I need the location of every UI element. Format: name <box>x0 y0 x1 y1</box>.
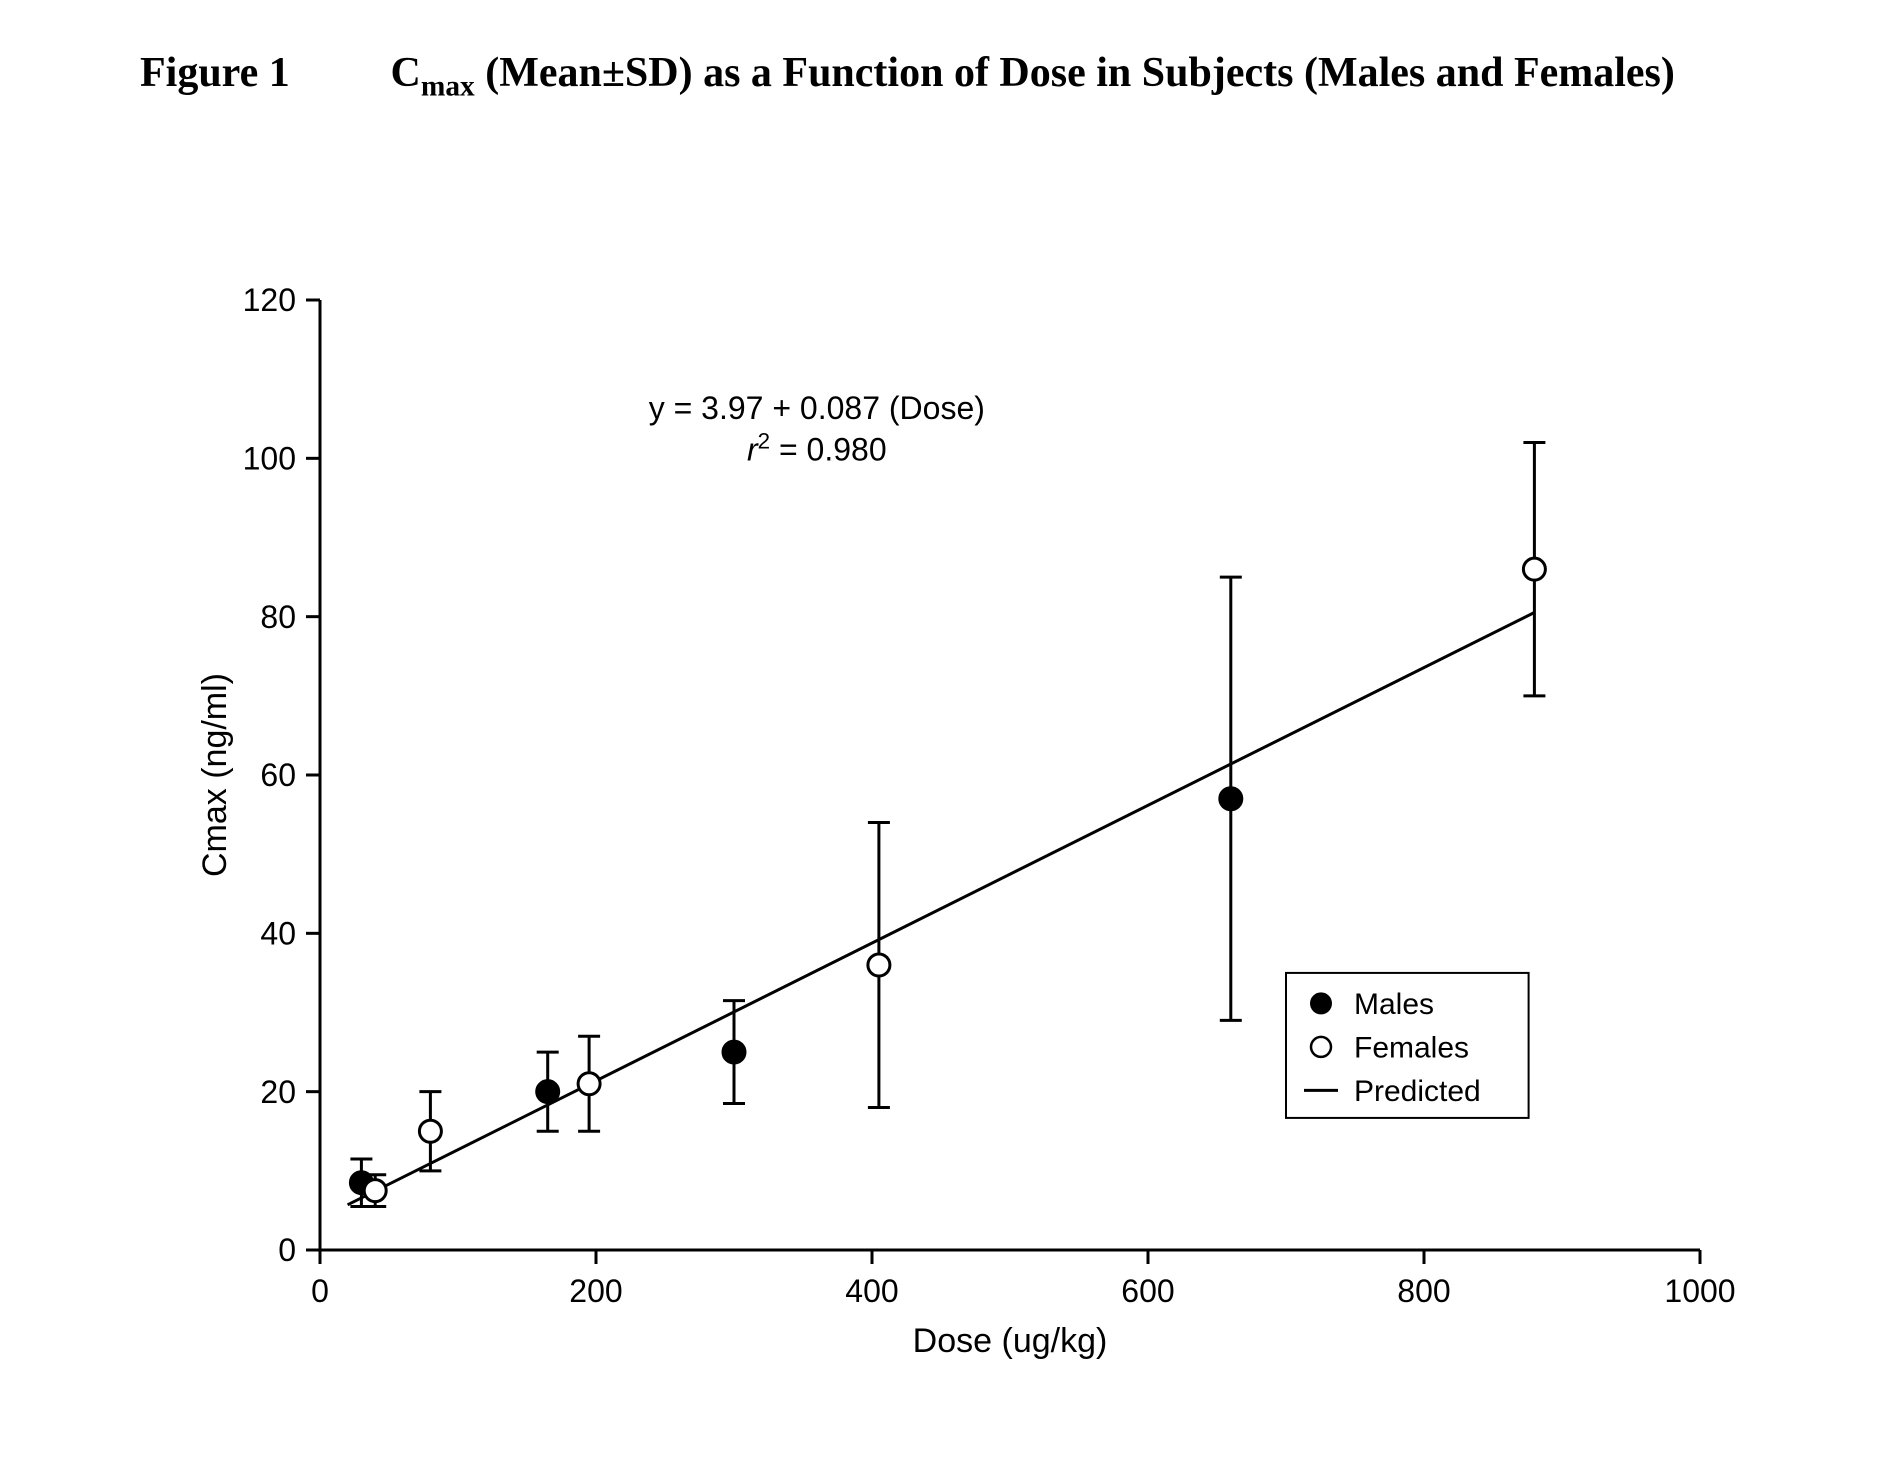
svg-text:120: 120 <box>243 282 296 318</box>
svg-text:20: 20 <box>260 1074 296 1110</box>
legend-label: Predicted <box>1354 1075 1481 1108</box>
svg-text:800: 800 <box>1397 1273 1450 1309</box>
svg-text:0: 0 <box>311 1273 329 1309</box>
figure-description: Cmax (Mean±SD) as a Function of Dose in … <box>391 40 1741 110</box>
females-point <box>868 823 890 1108</box>
svg-text:Dose (ug/kg): Dose (ug/kg) <box>913 1322 1108 1360</box>
page-root: Figure 1 Cmax (Mean±SD) as a Function of… <box>0 0 1894 1462</box>
svg-text:100: 100 <box>243 441 296 477</box>
males-point <box>1220 577 1242 1020</box>
females-point <box>1523 443 1545 696</box>
figure-title: Figure 1 Cmax (Mean±SD) as a Function of… <box>140 40 1760 110</box>
svg-text:Cmax (ng/ml): Cmax (ng/ml) <box>196 673 234 877</box>
chart-container: 0 200 400 600 800 1000 0 20 40 60 80 100 120 Dose (ug… <box>120 260 1820 1425</box>
svg-text:60: 60 <box>260 757 296 793</box>
cmax-dose-chart: 0 200 400 600 800 1000 0 20 40 60 80 100 120 Dose (ug… <box>120 260 1820 1420</box>
svg-text:400: 400 <box>845 1273 898 1309</box>
legend-label: Females <box>1354 1031 1469 1064</box>
legend: Males Females Predicted <box>1286 973 1529 1118</box>
legend-label: Males <box>1354 988 1434 1021</box>
males-point <box>537 1052 559 1131</box>
svg-text:40: 40 <box>260 916 296 952</box>
svg-text:1000: 1000 <box>1664 1273 1735 1309</box>
svg-text:200: 200 <box>569 1273 622 1309</box>
svg-text:0: 0 <box>278 1232 296 1268</box>
equation-text: y = 3.97 + 0.087 (Dose) <box>649 390 985 426</box>
svg-text:80: 80 <box>260 599 296 635</box>
svg-text:600: 600 <box>1121 1273 1174 1309</box>
figure-label: Figure 1 <box>140 40 380 107</box>
females-point <box>578 1036 600 1131</box>
r-squared-text: r2 = 0.980 <box>747 428 887 468</box>
